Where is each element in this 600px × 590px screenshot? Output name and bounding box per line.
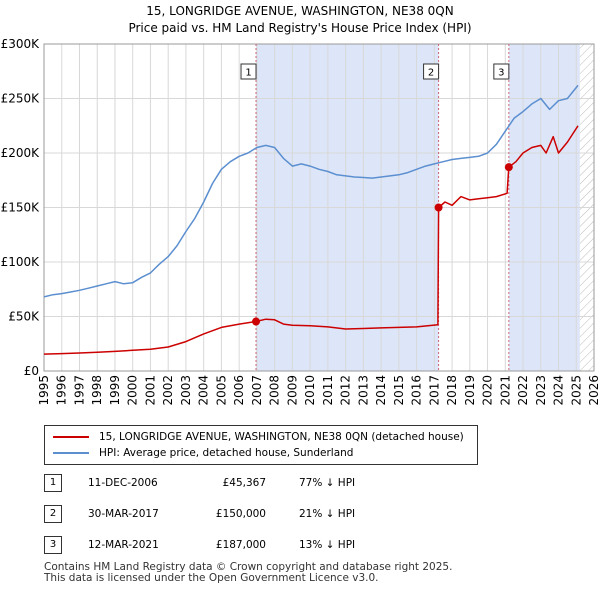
transaction-badge: 1 xyxy=(44,474,62,492)
y-tick-label: £150K xyxy=(1,201,41,215)
transaction-badge: 2 xyxy=(44,505,62,523)
transaction-price: £45,367 xyxy=(222,477,266,489)
x-tick-label: 2004 xyxy=(197,375,211,406)
x-tick-label: 2023 xyxy=(534,375,548,406)
x-tick-label: 2015 xyxy=(392,375,406,406)
sale-labels: 1 2 3 xyxy=(240,63,510,80)
x-tick-label: 2002 xyxy=(161,375,175,406)
x-tick-label: 2013 xyxy=(356,375,370,406)
x-tick-label: 1999 xyxy=(108,375,122,406)
transaction-hpi-diff: 21% ↓ HPI xyxy=(299,508,356,520)
x-tick-label: 2021 xyxy=(498,375,512,406)
x-tick-label: 2006 xyxy=(232,375,246,406)
sale-points xyxy=(252,163,513,326)
chart-title: 15, LONGRIDGE AVENUE, WASHINGTON, NE38 0… xyxy=(146,4,454,18)
transaction-price: £187,000 xyxy=(215,539,266,551)
x-tick-label: 2010 xyxy=(303,375,317,406)
transaction-date: 30-MAR-2017 xyxy=(88,508,159,520)
y-tick-label: £50K xyxy=(8,310,40,324)
x-tick-label: 2026 xyxy=(587,375,600,406)
sale-point xyxy=(252,317,261,326)
x-tick-label: 2009 xyxy=(285,375,299,406)
x-tick-label: 1997 xyxy=(72,375,86,406)
series-line-price-paid xyxy=(43,125,579,355)
legend-swatch-price-paid xyxy=(53,436,89,438)
legend: 15, LONGRIDGE AVENUE, WASHINGTON, NE38 0… xyxy=(44,425,478,465)
sale-label-box xyxy=(240,63,257,80)
legend-swatch-hpi xyxy=(53,452,89,454)
x-tick-label: 2003 xyxy=(179,375,193,406)
x-tick-label: 2019 xyxy=(463,375,477,406)
x-tick-label: 2020 xyxy=(481,375,495,406)
legend-label-price-paid: 15, LONGRIDGE AVENUE, WASHINGTON, NE38 0… xyxy=(99,431,464,443)
plot-frame xyxy=(43,43,595,372)
sale-label-number: 2 xyxy=(428,68,434,79)
footer-copyright: Contains HM Land Registry data © Crown c… xyxy=(44,561,453,573)
x-tick-label: 2000 xyxy=(126,375,140,406)
y-tick-label: £200K xyxy=(1,146,41,160)
transaction-badge: 3 xyxy=(44,536,62,554)
sale-label-box xyxy=(423,63,440,80)
chart-subtitle: Price paid vs. HM Land Registry's House … xyxy=(128,21,472,35)
y-tick-label: £100K xyxy=(1,255,41,269)
x-tick-label: 2007 xyxy=(250,375,264,406)
transaction-price: £150,000 xyxy=(215,508,266,520)
series-lines xyxy=(43,84,579,355)
x-tick-label: 2024 xyxy=(552,375,566,406)
x-tick-label: 2025 xyxy=(569,375,583,406)
x-tick-label: 2017 xyxy=(427,375,441,406)
x-tick-label: 2016 xyxy=(410,375,424,406)
sale-label-number: 1 xyxy=(245,68,251,79)
sale-label-box xyxy=(493,63,510,80)
y-tick-label: £250K xyxy=(1,92,41,106)
footer-licence: This data is licensed under the Open Gov… xyxy=(44,572,379,584)
y-tick-label: £0 xyxy=(24,364,39,378)
x-tick-label: 2022 xyxy=(516,375,530,406)
x-tick-label: 1998 xyxy=(90,375,104,406)
series-line-hpi xyxy=(43,84,579,298)
x-tick-label: 2014 xyxy=(374,375,388,406)
x-tick-label: 2012 xyxy=(339,375,353,406)
legend-label-hpi: HPI: Average price, detached house, Sund… xyxy=(99,447,354,459)
x-tick-label: 1996 xyxy=(55,375,69,406)
transaction-hpi-diff: 13% ↓ HPI xyxy=(299,539,356,551)
transaction-date: 11-DEC-2006 xyxy=(88,477,158,489)
y-tick-label: £300K xyxy=(1,37,41,51)
x-tick-label: 2011 xyxy=(321,375,335,406)
sale-point xyxy=(504,163,513,172)
sale-label-number: 3 xyxy=(498,68,504,79)
transaction-date: 12-MAR-2021 xyxy=(88,539,159,551)
x-tick-label: 1995 xyxy=(37,375,51,406)
x-tick-label: 2005 xyxy=(214,375,228,406)
x-tick-label: 2018 xyxy=(445,375,459,406)
transaction-hpi-diff: 77% ↓ HPI xyxy=(299,477,356,489)
x-tick-label: 2008 xyxy=(268,375,282,406)
sale-point xyxy=(434,203,443,212)
x-tick-label: 2001 xyxy=(143,375,157,406)
